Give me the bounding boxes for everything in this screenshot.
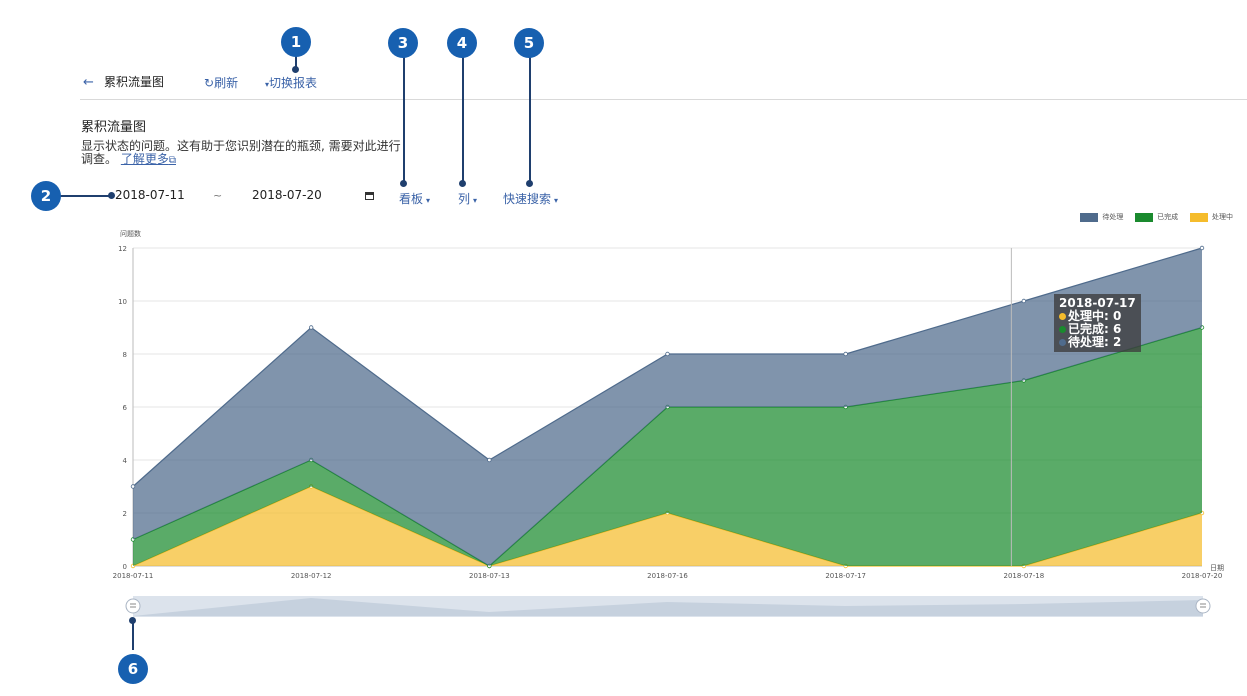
caret-down-icon: ▾ (554, 196, 559, 205)
legend-item[interactable]: 待处理 (1080, 212, 1123, 222)
annotation-badge-3: 3 (388, 28, 418, 58)
x-ticks: 2018-07-11 2018-07-12 2018-07-13 2018-07-16… (113, 572, 1223, 580)
switch-report-button[interactable]: ▾切换报表 (265, 76, 318, 90)
header-divider (80, 99, 1247, 100)
data-point[interactable] (130, 484, 136, 489)
range-handle-right[interactable] (1195, 598, 1211, 614)
x-tick-label: 2018-07-13 (469, 572, 510, 580)
annotation-pointer-dot (526, 180, 533, 187)
refresh-button[interactable]: ↻刷新 (204, 76, 239, 90)
range-slider-preview (133, 598, 1203, 616)
range-handle-left[interactable] (125, 598, 141, 614)
refresh-icon: ↻ (204, 76, 215, 90)
y-tick-label: 0 (123, 563, 127, 571)
quick-search-dropdown[interactable]: 快速搜索 ▾ (503, 192, 559, 206)
tooltip-row: 已完成: 6 (1059, 323, 1136, 336)
area-series (130, 245, 1205, 569)
annotation-pointer (132, 620, 134, 650)
data-point[interactable] (665, 351, 670, 357)
tooltip-row: 处理中: 0 (1059, 310, 1136, 323)
legend-swatch (1135, 212, 1154, 222)
column-dropdown[interactable]: 列 ▾ (458, 192, 478, 206)
back-button[interactable]: ← (83, 75, 94, 90)
legend-swatch (1080, 212, 1099, 222)
section-heading: 累积流量图 (81, 120, 147, 135)
data-point[interactable] (487, 457, 492, 463)
tooltip-dot (1059, 313, 1066, 320)
annotation-pointer-dot (400, 180, 407, 187)
chart-legend: 待处理 已完成 处理中 (1072, 208, 1233, 222)
x-tick-label: 2018-07-17 (825, 572, 866, 580)
data-point[interactable] (1021, 298, 1027, 304)
annotation-badge-5: 5 (514, 28, 544, 58)
chart-tooltip: 2018-07-17 处理中: 0 已完成: 6 待处理: 2 (1054, 294, 1141, 352)
board-dropdown[interactable]: 看板 ▾ (399, 192, 431, 206)
section-description: 显示状态的问题。这有助于您识别潜在的瓶颈, 需要对此进行调查。 了解更多⧉ (81, 139, 401, 167)
annotation-pointer-dot (129, 617, 136, 624)
y-tick-label: 12 (118, 245, 127, 253)
x-tick-label: 2018-07-12 (291, 572, 332, 580)
annotation-pointer-dot (459, 180, 466, 187)
annotation-pointer (529, 56, 531, 184)
date-separator: ~ (213, 189, 223, 202)
external-link-icon: ⧉ (168, 155, 176, 166)
end-date-input[interactable]: 2018-07-20 (252, 188, 322, 202)
y-tick-label: 8 (123, 351, 127, 359)
x-tick-label: 2018-07-18 (1003, 572, 1044, 580)
start-date-input[interactable]: 2018-07-11 (115, 188, 185, 202)
tooltip-dot (1059, 339, 1066, 346)
x-axis-label: 日期 (1210, 564, 1224, 572)
annotation-pointer-dot (108, 192, 115, 199)
annotation-pointer (295, 54, 297, 70)
x-tick-label: 2018-07-11 (113, 572, 154, 580)
calendar-icon[interactable] (365, 192, 374, 200)
y-tick-label: 10 (118, 298, 127, 306)
y-axis-label: 问题数 (120, 229, 141, 238)
annotation-badge-4: 4 (447, 28, 477, 58)
annotation-badge-6: 6 (118, 654, 148, 684)
annotation-pointer-dot (292, 66, 299, 73)
area-已完成 (133, 327, 1202, 566)
x-tick-label: 2018-07-20 (1182, 572, 1223, 580)
data-point[interactable] (308, 325, 314, 330)
y-tick-label: 2 (123, 510, 127, 518)
data-point[interactable] (1199, 245, 1205, 251)
arrow-left-icon: ← (83, 75, 94, 90)
legend-item[interactable]: 已完成 (1135, 212, 1178, 222)
page-title: 累积流量图 (104, 75, 165, 89)
caret-down-icon: ▾ (473, 196, 478, 205)
tooltip-row: 待处理: 2 (1059, 336, 1136, 349)
caret-down-icon: ▾ (265, 80, 270, 89)
area-处理中 (133, 486, 1202, 566)
legend-swatch (1190, 212, 1208, 222)
y-tick-label: 6 (123, 404, 128, 412)
caret-down-icon: ▾ (426, 196, 431, 205)
annotation-pointer (60, 195, 112, 197)
legend-item[interactable]: 处理中 (1190, 212, 1233, 222)
annotation-pointer (462, 56, 464, 184)
tooltip-date: 2018-07-17 (1059, 296, 1136, 310)
annotation-badge-2: 2 (31, 181, 61, 211)
y-ticks: 0 2 4 6 8 10 12 (118, 245, 127, 571)
annotation-badge-1: 1 (281, 27, 311, 57)
y-tick-label: 4 (123, 457, 128, 465)
learn-more-link[interactable]: 了解更多⧉ (120, 152, 176, 167)
data-point[interactable] (843, 351, 848, 357)
x-tick-label: 2018-07-16 (647, 572, 688, 580)
annotation-pointer (403, 56, 405, 184)
tooltip-dot (1059, 326, 1066, 333)
